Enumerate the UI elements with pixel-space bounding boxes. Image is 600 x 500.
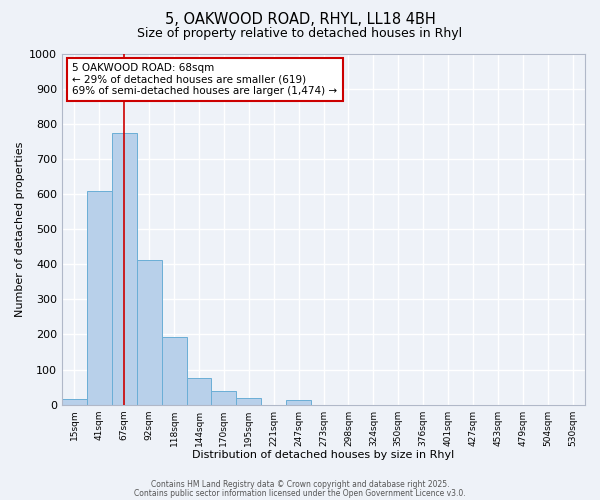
Bar [161,338,187,404]
X-axis label: Distribution of detached houses by size in Rhyl: Distribution of detached houses by size … [193,450,455,460]
Text: 5 OAKWOOD ROAD: 68sqm
← 29% of detached houses are smaller (619)
69% of semi-det: 5 OAKWOOD ROAD: 68sqm ← 29% of detached … [73,63,338,96]
Bar [211,392,236,404]
Bar [236,398,261,404]
Bar [62,400,87,404]
Bar [137,260,161,404]
Bar [87,192,112,404]
Bar [187,378,211,404]
Text: 5, OAKWOOD ROAD, RHYL, LL18 4BH: 5, OAKWOOD ROAD, RHYL, LL18 4BH [164,12,436,28]
Bar [112,133,137,404]
Bar [286,400,311,404]
Text: Contains public sector information licensed under the Open Government Licence v3: Contains public sector information licen… [134,488,466,498]
Text: Contains HM Land Registry data © Crown copyright and database right 2025.: Contains HM Land Registry data © Crown c… [151,480,449,489]
Y-axis label: Number of detached properties: Number of detached properties [15,142,25,317]
Text: Size of property relative to detached houses in Rhyl: Size of property relative to detached ho… [137,28,463,40]
